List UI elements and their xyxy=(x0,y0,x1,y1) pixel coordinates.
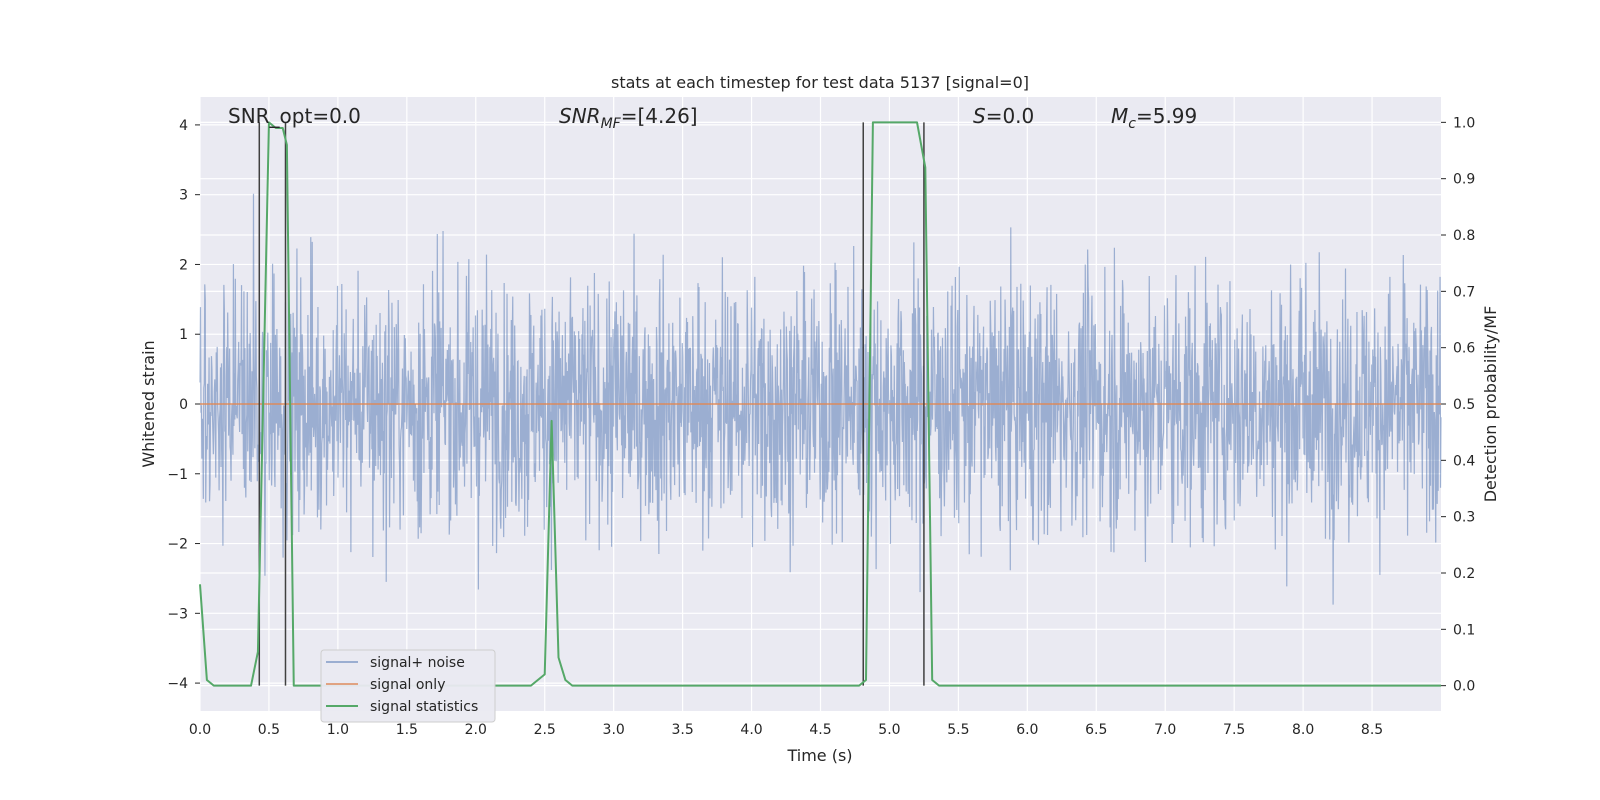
legend-label-signal-statistics: signal statistics xyxy=(370,699,478,715)
y-right-tick-label: 0.2 xyxy=(1453,566,1475,582)
x-tick-label: 0.5 xyxy=(258,722,280,738)
x-tick-label: 6.5 xyxy=(1085,722,1107,738)
y-tick-label: 3 xyxy=(179,188,188,204)
y-axis-label: Whitened strain xyxy=(139,340,158,467)
y-tick-label: 0 xyxy=(179,397,188,413)
annotation-s-main: S xyxy=(973,104,986,128)
annotation-mc-value: =5.99 xyxy=(1136,104,1197,128)
y-right-tick-label: 0.5 xyxy=(1453,397,1475,413)
annotation-s-value: =0.0 xyxy=(986,104,1035,128)
y-right-axis-ticks: 1.0 0.9 0.8 0.7 0.6 0.5 0.4 0.3 0.2 0.1 0.0 xyxy=(1441,115,1475,695)
x-tick-label: 1.0 xyxy=(327,722,349,738)
annotation-mc: Mc=5.99 xyxy=(1111,104,1197,132)
x-axis-label: Time (s) xyxy=(786,746,852,765)
y-right-tick-label: 1.0 xyxy=(1453,115,1475,131)
y-right-tick-label: 0.6 xyxy=(1453,341,1475,357)
x-tick-label: 5.5 xyxy=(947,722,969,738)
y-right-tick-label: 0.1 xyxy=(1453,622,1475,638)
legend-label-signal-only: signal only xyxy=(370,677,445,693)
y-right-tick-label: 0.7 xyxy=(1453,284,1475,300)
x-tick-label: 2.5 xyxy=(534,722,556,738)
y-right-tick-label: 0.4 xyxy=(1453,453,1475,469)
y-tick-label: −3 xyxy=(167,606,188,622)
x-tick-label: 4.5 xyxy=(809,722,831,738)
x-tick-label: 8.5 xyxy=(1361,722,1383,738)
x-tick-label: 6.0 xyxy=(1016,722,1038,738)
y-tick-label: −4 xyxy=(167,676,188,692)
x-tick-label: 3.5 xyxy=(671,722,693,738)
annotation-snr-mf-sub: MF xyxy=(601,116,622,132)
y-right-axis-label: Detection probability/MF xyxy=(1481,306,1500,503)
y-tick-label: −1 xyxy=(167,467,188,483)
annotation-snr-opt: SNR_opt=0.0 xyxy=(228,104,361,128)
x-tick-label: 0.0 xyxy=(189,722,211,738)
legend-box xyxy=(320,649,496,723)
annotation-mc-main: M xyxy=(1111,104,1128,128)
annotation-snr-mf-main: SNR xyxy=(559,104,601,128)
series-line-signal-statistics xyxy=(199,121,1441,687)
y-tick-label: 2 xyxy=(179,257,188,273)
y-right-tick-label: 0.3 xyxy=(1453,510,1475,526)
annotation-snr-mf: SNRMF=[4.26] xyxy=(559,104,698,132)
vertical-markers xyxy=(258,122,925,686)
annotation-snr-mf-value: =[4.26] xyxy=(621,104,698,128)
y-tick-label: 1 xyxy=(179,327,188,343)
x-tick-label: 1.5 xyxy=(396,722,418,738)
x-axis-ticks: 0.0 0.5 1.0 1.5 2.0 2.5 3.0 3.5 4.0 4.5 5.0 5.5 6.0 6… xyxy=(189,722,1383,738)
x-tick-label: 8.0 xyxy=(1292,722,1314,738)
x-tick-label: 4.0 xyxy=(740,722,762,738)
series-line-signal-plus-noise xyxy=(199,193,1442,605)
annotation-s: S=0.0 xyxy=(973,104,1034,128)
chart-title: stats at each timestep for test data 513… xyxy=(611,73,1029,92)
signal-plus-noise-series xyxy=(199,193,1442,605)
y-tick-label: 4 xyxy=(179,118,188,134)
x-tick-label: 3.0 xyxy=(603,722,625,738)
x-tick-label: 5.0 xyxy=(878,722,900,738)
legend-label-signal-plus-noise: signal+ noise xyxy=(370,655,465,671)
y-right-tick-label: 0.8 xyxy=(1453,228,1475,244)
annotation-mc-sub: c xyxy=(1128,116,1136,132)
x-tick-label: 7.5 xyxy=(1223,722,1245,738)
signal-statistics-series xyxy=(199,121,1441,687)
y-right-tick-label: 0.9 xyxy=(1453,172,1475,188)
y-right-tick-label: 0.0 xyxy=(1453,679,1475,695)
x-tick-label: 7.0 xyxy=(1154,722,1176,738)
y-tick-label: −2 xyxy=(167,537,188,553)
x-tick-label: 2.0 xyxy=(465,722,487,738)
y-axis-ticks: 4 3 2 1 0 −1 −2 −3 −4 xyxy=(167,118,200,692)
legend: signal+ noise signal only signal statist… xyxy=(320,649,496,723)
